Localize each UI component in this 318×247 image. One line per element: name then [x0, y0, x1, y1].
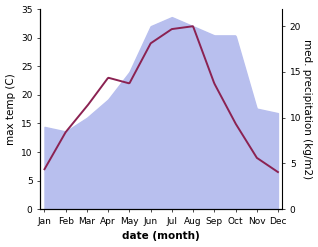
X-axis label: date (month): date (month): [122, 231, 200, 242]
Y-axis label: med. precipitation (kg/m2): med. precipitation (kg/m2): [302, 39, 313, 179]
Y-axis label: max temp (C): max temp (C): [5, 73, 16, 145]
